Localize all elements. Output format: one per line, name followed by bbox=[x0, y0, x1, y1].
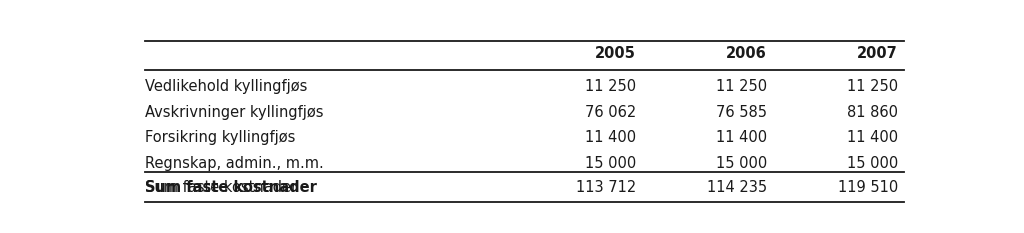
Text: Vedlikehold kyllingfjøs: Vedlikehold kyllingfjøs bbox=[145, 79, 308, 94]
Text: Sum faste kostnader: Sum faste kostnader bbox=[145, 180, 298, 195]
Text: 15 000: 15 000 bbox=[585, 156, 636, 171]
Text: 11 400: 11 400 bbox=[585, 130, 636, 145]
Text: Regnskap, admin., m.m.: Regnskap, admin., m.m. bbox=[145, 156, 325, 171]
Text: Forsikring kyllingfjøs: Forsikring kyllingfjøs bbox=[145, 130, 296, 145]
Text: 76 585: 76 585 bbox=[716, 105, 767, 120]
Text: 2005: 2005 bbox=[595, 46, 636, 61]
Text: 11 250: 11 250 bbox=[585, 79, 636, 94]
Text: 11 400: 11 400 bbox=[716, 130, 767, 145]
Text: 119 510: 119 510 bbox=[838, 180, 898, 195]
Text: 113 712: 113 712 bbox=[575, 180, 636, 195]
Text: 2006: 2006 bbox=[726, 46, 767, 61]
Text: 15 000: 15 000 bbox=[716, 156, 767, 171]
Text: 2007: 2007 bbox=[857, 46, 898, 61]
Text: 11 250: 11 250 bbox=[847, 79, 898, 94]
Text: 15 000: 15 000 bbox=[847, 156, 898, 171]
Text: 81 860: 81 860 bbox=[847, 105, 898, 120]
Text: Avskrivninger kyllingfjøs: Avskrivninger kyllingfjøs bbox=[145, 105, 324, 120]
Text: 11 250: 11 250 bbox=[716, 79, 767, 94]
Text: Sum faste kostnader: Sum faste kostnader bbox=[145, 180, 317, 195]
Text: 11 400: 11 400 bbox=[847, 130, 898, 145]
Text: 114 235: 114 235 bbox=[707, 180, 767, 195]
Text: 76 062: 76 062 bbox=[585, 105, 636, 120]
